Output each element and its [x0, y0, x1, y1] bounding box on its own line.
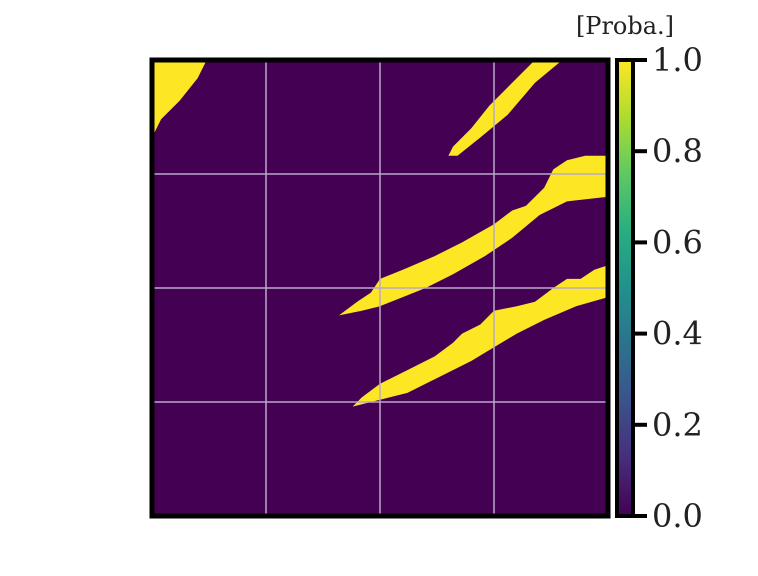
colorbar-ticks: 0.0 0.2 0.4 0.6 0.8 1.0: [633, 41, 703, 535]
colorbar: 0.0 0.2 0.4 0.6 0.8 1.0 [Proba.]: [576, 12, 703, 535]
heatmap-plot: [149, 57, 611, 519]
colorbar-tick-label: 0.2: [652, 406, 703, 444]
upper-diagonal-streak: [448, 60, 563, 156]
colorbar-tick-label: 1.0: [652, 41, 703, 79]
colorbar-tick-label: 0.8: [652, 132, 703, 170]
plot-frame: [149, 57, 611, 519]
colorbar-title: [Proba.]: [576, 12, 674, 40]
probability-regions: [152, 60, 608, 407]
colorbar-gradient: [615, 58, 635, 518]
colorbar-tick-label: 0.4: [652, 315, 703, 353]
top-left-corner-region: [152, 60, 207, 138]
colorbar-tick-label: 0.6: [652, 223, 703, 261]
lower-streak: [352, 265, 608, 407]
grid-lines: [152, 60, 608, 516]
middle-streak: [339, 155, 608, 316]
colorbar-tick-label: 0.0: [652, 497, 703, 535]
